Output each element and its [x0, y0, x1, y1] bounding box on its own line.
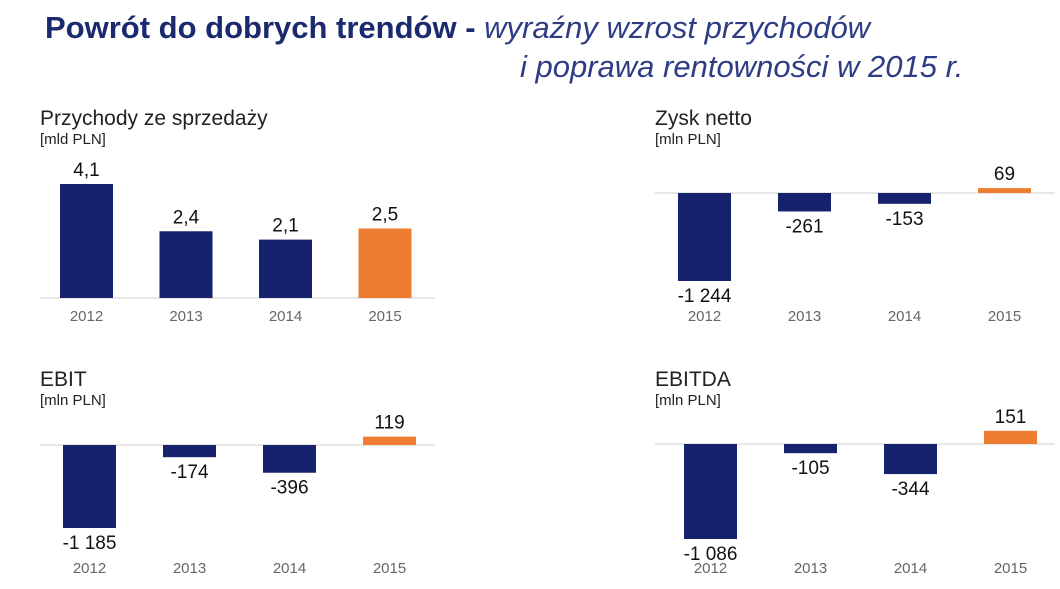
ebit-bar-2015 — [363, 436, 416, 445]
ebitda-value-label-2015: 151 — [995, 407, 1027, 428]
ebit-value-label-2012: -1 185 — [63, 533, 117, 554]
net-profit-value-label-2012: -1 244 — [678, 286, 732, 307]
revenue-year-label-2015: 2015 — [368, 308, 401, 325]
ebit-unit: [mln PLN] — [40, 392, 106, 409]
revenue-year-label-2012: 2012 — [70, 308, 103, 325]
ebitda-bar-2012 — [684, 444, 737, 539]
revenue-unit: [mld PLN] — [40, 131, 106, 148]
net-profit-bar-2013 — [778, 193, 831, 212]
title-italic-line-1: wyraźny wzrost przychodów — [484, 10, 871, 45]
net-profit-bar-2014 — [878, 193, 931, 204]
ebit-bar-2014 — [263, 445, 316, 473]
ebit-chart: -1 185 2012 -174 2013 -396 2014 119 2015 — [40, 413, 435, 577]
ebit-value-label-2013: -174 — [170, 462, 208, 483]
net-profit-value-label-2014: -153 — [885, 209, 923, 230]
revenue-value-label-2014: 2,1 — [272, 216, 298, 237]
revenue-title: Przychody ze sprzedaży — [40, 107, 268, 130]
ebit-value-label-2014: -396 — [270, 478, 308, 499]
ebit-bar-2013 — [163, 445, 216, 458]
net-profit-unit: [mln PLN] — [655, 131, 721, 148]
revenue-value-label-2013: 2,4 — [173, 207, 200, 228]
net-profit-title: Zysk netto — [655, 107, 752, 130]
net-profit-bar-2012 — [678, 193, 731, 281]
ebitda-year-label-2013: 2013 — [794, 560, 827, 577]
net-profit-bar-2015 — [978, 188, 1031, 193]
revenue-bar-2013 — [159, 231, 213, 298]
net-profit-panel: Zysk netto [mln PLN] -1 244 2012 -261 2013-… — [655, 107, 1060, 332]
ebitda-year-label-2015: 2015 — [994, 560, 1027, 577]
ebitda-bar-2013 — [784, 444, 837, 454]
ebit-year-label-2015: 2015 — [373, 560, 406, 577]
ebit-year-label-2013: 2013 — [173, 560, 206, 577]
ebit-panel: EBIT [mln PLN] -1 185 2012 -174 2013 -396 201… — [40, 368, 440, 589]
revenue-value-label-2015: 2,5 — [372, 204, 398, 225]
revenue-value-label-2012: 4,1 — [73, 160, 99, 181]
net-profit-year-label-2015: 2015 — [988, 308, 1021, 325]
net-profit-value-label-2015: 69 — [994, 164, 1015, 185]
page-title-line-1: Powrót do dobrych trendów - wyraźny wzro… — [45, 12, 870, 43]
net-profit-value-label-2013: -261 — [785, 216, 823, 237]
net-profit-year-label-2014: 2014 — [888, 308, 921, 325]
ebitda-year-label-2012: 2012 — [694, 560, 727, 577]
ebit-title: EBIT — [40, 368, 87, 391]
ebitda-bar-2015 — [984, 430, 1037, 444]
ebit-year-label-2012: 2012 — [73, 560, 106, 577]
ebitda-value-label-2013: -105 — [791, 458, 829, 479]
ebit-year-label-2014: 2014 — [273, 560, 306, 577]
revenue-chart: 4,1 2012 2,4 2013 2,1 2014 2,5 2015 — [40, 160, 435, 325]
ebitda-value-label-2014: -344 — [891, 479, 929, 500]
ebitda-year-label-2014: 2014 — [894, 560, 927, 577]
ebitda-unit: [mln PLN] — [655, 392, 721, 409]
ebitda-value-label-2012: -1 086 — [684, 544, 738, 565]
revenue-panel: Przychody ze sprzedaży [mld PLN] 4,1 2012… — [40, 107, 440, 332]
ebitda-title: EBITDA — [655, 368, 731, 391]
revenue-year-label-2013: 2013 — [169, 308, 202, 325]
revenue-bar-2015 — [358, 228, 412, 298]
net-profit-year-label-2013: 2013 — [788, 308, 821, 325]
revenue-bar-2012 — [60, 184, 113, 298]
title-bold: Powrót do dobrych trendów - — [45, 10, 476, 45]
revenue-year-label-2014: 2014 — [269, 308, 302, 325]
revenue-bar-2014 — [259, 239, 312, 298]
ebit-bar-2012 — [63, 445, 116, 528]
ebit-value-label-2015: 119 — [374, 413, 404, 434]
net-profit-year-label-2012: 2012 — [688, 308, 721, 325]
title-italic-line-2: i poprawa rentowności w 2015 r. — [520, 49, 964, 84]
ebitda-bar-2014 — [884, 444, 937, 475]
ebitda-panel: EBITDA [mln PLN] -1 086 2012 -105 2013 -344 2… — [655, 368, 1060, 589]
